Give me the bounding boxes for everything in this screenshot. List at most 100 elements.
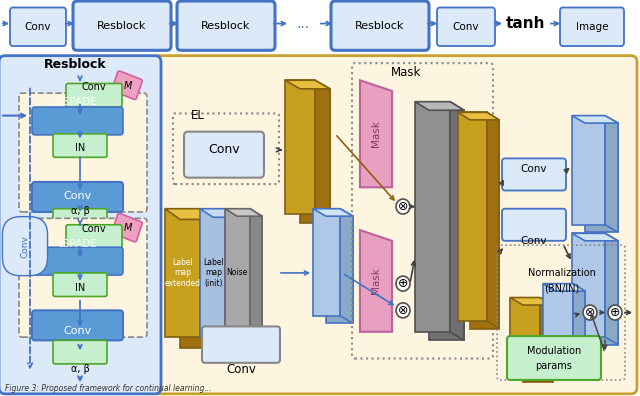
Text: ⊗: ⊗ xyxy=(397,200,408,213)
Text: IN: IN xyxy=(75,143,85,153)
Text: Resblock: Resblock xyxy=(44,58,106,71)
FancyBboxPatch shape xyxy=(112,213,142,242)
Polygon shape xyxy=(572,116,605,225)
Text: Image: Image xyxy=(576,22,608,32)
Polygon shape xyxy=(213,217,238,346)
Circle shape xyxy=(396,303,410,318)
FancyBboxPatch shape xyxy=(53,209,107,232)
Polygon shape xyxy=(572,233,605,337)
FancyBboxPatch shape xyxy=(19,218,147,337)
Polygon shape xyxy=(315,80,330,223)
Polygon shape xyxy=(487,112,499,329)
FancyBboxPatch shape xyxy=(32,182,123,212)
FancyBboxPatch shape xyxy=(502,209,566,241)
FancyBboxPatch shape xyxy=(53,340,107,364)
Text: (BN/IN): (BN/IN) xyxy=(545,284,580,294)
FancyBboxPatch shape xyxy=(32,310,123,340)
Polygon shape xyxy=(200,209,225,337)
FancyBboxPatch shape xyxy=(560,8,624,46)
Text: IN: IN xyxy=(75,283,85,293)
FancyBboxPatch shape xyxy=(202,326,280,363)
Polygon shape xyxy=(165,209,200,337)
Polygon shape xyxy=(470,120,499,329)
Polygon shape xyxy=(340,209,353,323)
Text: EL: EL xyxy=(191,109,205,122)
Polygon shape xyxy=(540,297,553,382)
FancyBboxPatch shape xyxy=(53,273,107,297)
Text: Conv: Conv xyxy=(20,235,29,258)
Circle shape xyxy=(396,276,410,291)
Polygon shape xyxy=(415,102,450,332)
Text: Mask: Mask xyxy=(371,120,381,147)
FancyBboxPatch shape xyxy=(507,336,601,380)
Text: Conv: Conv xyxy=(521,236,547,246)
Text: Noise: Noise xyxy=(227,268,248,278)
Text: Mask: Mask xyxy=(391,66,421,79)
Polygon shape xyxy=(523,305,553,382)
FancyBboxPatch shape xyxy=(66,84,122,107)
Text: Normalization: Normalization xyxy=(528,268,596,278)
Polygon shape xyxy=(458,112,499,120)
Polygon shape xyxy=(605,116,618,232)
Text: Label
map
(init): Label map (init) xyxy=(204,258,225,288)
Polygon shape xyxy=(543,284,585,291)
Text: params: params xyxy=(536,361,572,371)
FancyBboxPatch shape xyxy=(184,131,264,178)
FancyBboxPatch shape xyxy=(0,56,161,394)
Text: ⊕: ⊕ xyxy=(610,306,620,319)
Text: Conv: Conv xyxy=(208,143,240,156)
FancyBboxPatch shape xyxy=(331,1,429,50)
Polygon shape xyxy=(415,102,464,110)
Polygon shape xyxy=(429,110,464,340)
Text: ⊗: ⊗ xyxy=(585,306,595,319)
Circle shape xyxy=(396,199,410,214)
FancyBboxPatch shape xyxy=(19,93,147,212)
Text: Conv: Conv xyxy=(226,363,256,376)
Polygon shape xyxy=(450,102,464,340)
Text: Resblock: Resblock xyxy=(355,21,404,30)
FancyBboxPatch shape xyxy=(32,107,123,135)
Text: Resblock: Resblock xyxy=(97,21,147,30)
Polygon shape xyxy=(573,284,585,380)
Text: Conv: Conv xyxy=(63,326,91,336)
FancyBboxPatch shape xyxy=(32,247,123,275)
Polygon shape xyxy=(225,209,262,216)
Text: tanh: tanh xyxy=(506,16,546,31)
FancyBboxPatch shape xyxy=(177,1,275,50)
Polygon shape xyxy=(285,80,330,89)
Polygon shape xyxy=(237,216,262,345)
FancyBboxPatch shape xyxy=(152,56,637,394)
Text: Conv: Conv xyxy=(521,164,547,174)
Text: α, β: α, β xyxy=(70,364,90,374)
FancyBboxPatch shape xyxy=(437,8,495,46)
Text: M: M xyxy=(124,223,132,233)
FancyBboxPatch shape xyxy=(502,158,566,190)
Text: Conv: Conv xyxy=(25,22,51,32)
Polygon shape xyxy=(225,209,238,346)
Polygon shape xyxy=(360,80,392,187)
Polygon shape xyxy=(326,216,353,323)
Text: Resblock: Resblock xyxy=(202,21,251,30)
FancyBboxPatch shape xyxy=(53,134,107,157)
Text: Conv: Conv xyxy=(63,191,91,201)
Text: Label
map
extended: Label map extended xyxy=(165,258,201,288)
Polygon shape xyxy=(180,219,215,348)
Polygon shape xyxy=(572,233,618,241)
Polygon shape xyxy=(543,284,573,373)
Polygon shape xyxy=(200,209,215,348)
Text: Conv: Conv xyxy=(82,224,106,234)
FancyBboxPatch shape xyxy=(73,1,171,50)
FancyBboxPatch shape xyxy=(10,8,66,46)
Polygon shape xyxy=(458,112,487,321)
Text: ⊗: ⊗ xyxy=(397,304,408,317)
Polygon shape xyxy=(200,209,238,217)
Polygon shape xyxy=(585,123,618,232)
Text: cSPADE: cSPADE xyxy=(57,97,97,107)
Text: ...: ... xyxy=(296,17,310,30)
FancyBboxPatch shape xyxy=(66,225,122,248)
Polygon shape xyxy=(605,233,618,345)
Circle shape xyxy=(583,305,597,320)
Polygon shape xyxy=(510,297,540,375)
Text: Figure 3: Proposed framework for continual learning...: Figure 3: Proposed framework for continu… xyxy=(5,384,211,393)
Polygon shape xyxy=(285,80,315,214)
